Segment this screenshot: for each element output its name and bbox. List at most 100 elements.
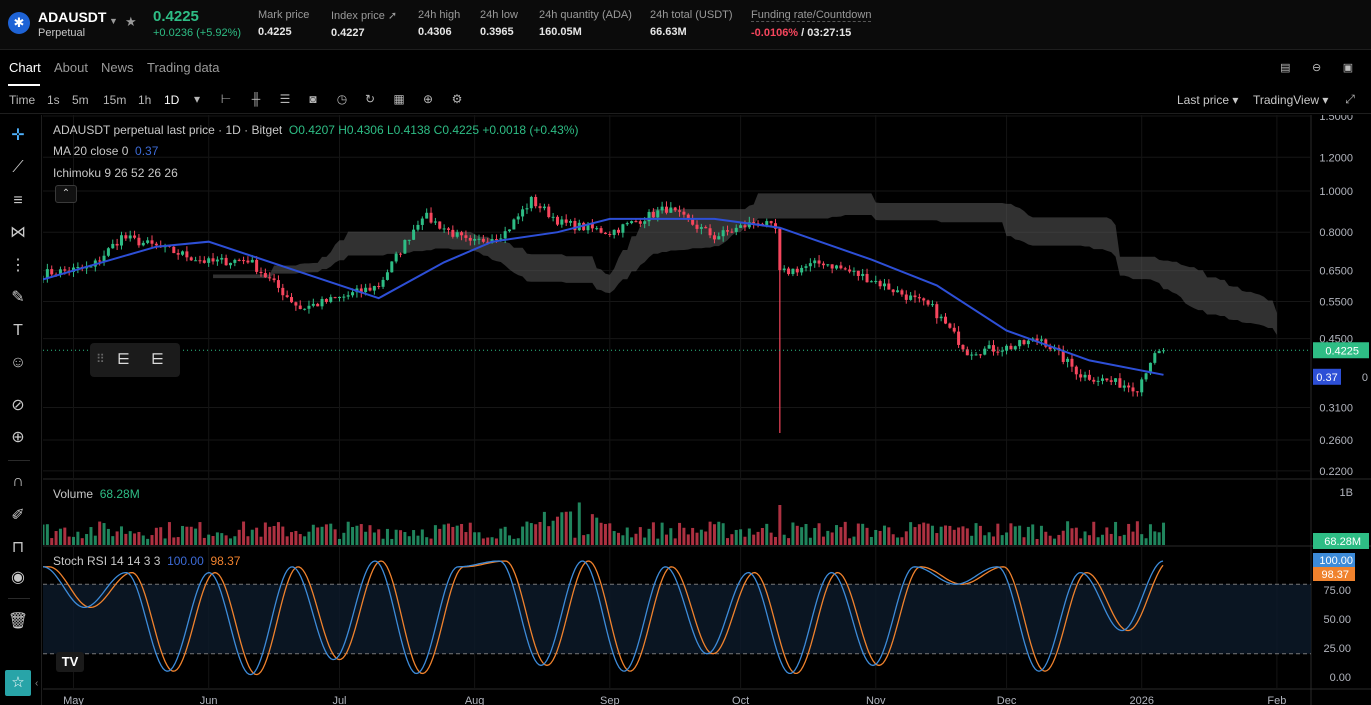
volume-bar (372, 532, 376, 545)
volume-bar (555, 516, 559, 545)
alarm-icon[interactable]: ◷ (336, 92, 348, 106)
trendline-icon[interactable]: ⟋ (12, 159, 24, 176)
volume-bar (638, 527, 642, 545)
text-icon[interactable]: T (13, 322, 23, 339)
collapse-toolbar-icon[interactable]: ‹ (35, 678, 39, 689)
symbol-name[interactable]: ADAUSDT (38, 9, 107, 25)
tab-trading-data[interactable]: Trading data (147, 60, 220, 75)
candles-icon[interactable]: ╫ (251, 92, 261, 106)
stoch-legend[interactable]: Stoch RSI 14 14 3 3 100.00 98.37 (53, 554, 240, 568)
volume-bar (355, 525, 359, 545)
candle-body (957, 331, 961, 345)
interval-1h[interactable]: 1h (138, 93, 152, 107)
trash-icon[interactable]: 🗑 (7, 613, 29, 630)
volume-bar (464, 532, 468, 545)
orderbook-icon[interactable]: ▤ (1280, 62, 1291, 74)
price-type-select[interactable]: Last price ▾ (1177, 93, 1238, 107)
time-label[interactable]: Time (9, 93, 36, 107)
interval-5m[interactable]: 5m (72, 93, 89, 107)
add-icon[interactable]: ⊕ (422, 92, 434, 106)
drag-handle-icon[interactable]: ⠿ (96, 352, 105, 366)
volume-bar (1053, 538, 1057, 545)
expand-icon[interactable]: ⤢ (1345, 92, 1355, 106)
volume-bar (285, 536, 289, 545)
stat-value: 160.05M (539, 26, 582, 38)
stat-value: 0.4227 (331, 27, 365, 39)
tradingview-logo[interactable]: TV (56, 652, 84, 672)
candle-body (181, 251, 185, 255)
volume-bar (1144, 538, 1148, 545)
settings-sliders-icon[interactable]: ⋿ (117, 351, 131, 368)
stat-label: 24h high (418, 9, 461, 21)
replay-icon[interactable]: ↻ (364, 92, 376, 106)
emoji-icon[interactable]: ☺ (9, 354, 27, 371)
funding-rate: -0.0106% (751, 27, 799, 39)
candle-body (1026, 340, 1030, 345)
zoom-icon[interactable]: ⊕ (11, 429, 25, 446)
pattern-icon[interactable]: ⋈ (10, 224, 26, 241)
candle-body (617, 229, 621, 233)
tab-about[interactable]: About (54, 60, 88, 75)
candle-body (268, 277, 272, 279)
volume-legend[interactable]: Volume 68.28M (53, 487, 140, 501)
volume-bar (438, 528, 442, 545)
time-tick-label: Oct (732, 695, 749, 705)
layout-icon[interactable]: ⊖ (1312, 62, 1322, 74)
volume-bar (765, 523, 769, 545)
camera-icon[interactable]: ◙ (309, 92, 317, 106)
price-chart[interactable]: 1.50001.20001.00000.80000.65000.55000.45… (43, 115, 1371, 705)
interval-dropdown-icon[interactable]: ▾ (193, 92, 201, 106)
interval-15m[interactable]: 15m (103, 93, 127, 107)
object-tree-icon[interactable]: ⋿ (151, 351, 165, 368)
fib-icon[interactable]: ⋮ (10, 257, 26, 274)
calendar-icon[interactable]: ▦ (393, 92, 405, 106)
ruler-icon[interactable]: ⊘ (11, 397, 25, 414)
candle-body (451, 229, 455, 237)
volume-bar (983, 535, 987, 545)
volume-bar (272, 525, 276, 545)
funding-stat[interactable]: Funding rate/Countdown -0.0106% / 03:27:… (751, 9, 872, 39)
ma-legend[interactable]: MA 20 close 0 0.37 (53, 144, 158, 158)
volume-bar (268, 526, 272, 545)
index-price-stat[interactable]: Index price ➚ 0.4227 (331, 9, 397, 39)
interval-1s[interactable]: 1s (47, 93, 60, 107)
fullscreen-icon[interactable]: ▣ (1342, 62, 1354, 74)
candle-body (691, 218, 695, 225)
candle-body (377, 286, 381, 288)
chart-mode-select[interactable]: TradingView ▾ (1253, 93, 1328, 107)
indicators-icon[interactable]: ☰ (279, 92, 291, 106)
candle-body (800, 267, 804, 273)
bar-style-icon[interactable]: ⊢ (220, 92, 232, 106)
volume-bar (569, 511, 573, 545)
brush-icon[interactable]: ✎ (11, 289, 25, 306)
lock-drawing-icon[interactable]: ✐ (11, 507, 25, 524)
magnet-icon[interactable]: ∩ (12, 473, 24, 490)
interval-1d[interactable]: 1D (164, 93, 180, 107)
candle-body (320, 298, 324, 307)
volume-bar (516, 538, 520, 545)
chart-area[interactable]: 1.5000 1.2000 1.0000 0.8000 0.6500 0.5500 0.45… (43, 115, 1371, 705)
horizontal-lines-icon[interactable]: ≡ (13, 192, 23, 209)
floating-drawing-tools[interactable]: ⠿ ⋿ ⋿ (90, 343, 180, 377)
settings-gear-icon[interactable]: ⚙ (451, 92, 463, 106)
candle-body (464, 235, 468, 238)
stat-label: Mark price (258, 9, 310, 21)
tab-chart[interactable]: Chart (9, 60, 41, 75)
ichimoku-legend[interactable]: Ichimoku 9 26 52 26 26 (53, 166, 178, 180)
candle-body (281, 287, 285, 296)
candle-body (734, 227, 738, 232)
symbol-dropdown-icon[interactable]: ▼ (109, 16, 118, 26)
volume-bar (930, 525, 934, 545)
favorites-star-icon[interactable]: ☆ (5, 670, 31, 696)
tab-news[interactable]: News (101, 60, 134, 75)
candle-body (638, 221, 642, 224)
volume-bar (1114, 521, 1118, 545)
favorite-star-icon[interactable]: ★ (125, 14, 137, 29)
eye-icon[interactable]: ◉ (11, 569, 25, 586)
lock-icon[interactable]: ⊓ (11, 539, 25, 556)
candle-body (1000, 350, 1004, 352)
time-tick-label: Aug (465, 695, 485, 705)
candle-body (987, 345, 991, 349)
crosshair-icon[interactable]: ✛ (11, 127, 25, 144)
collapse-legend-button[interactable]: ⌃ (55, 185, 77, 203)
